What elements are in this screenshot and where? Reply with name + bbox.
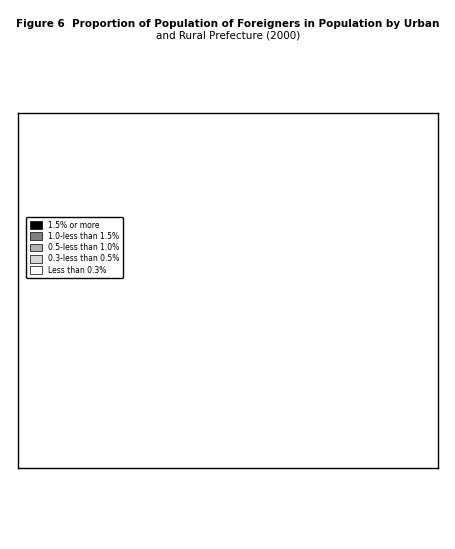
Text: and Rural Prefecture (2000): and Rural Prefecture (2000) (156, 30, 299, 40)
Text: Figure 6  Proportion of Population of Foreigners in Population by Urban: Figure 6 Proportion of Population of For… (16, 19, 439, 29)
Legend: 1.5% or more, 1.0-less than 1.5%, 0.5-less than 1.0%, 0.3-less than 0.5%, Less t: 1.5% or more, 1.0-less than 1.5%, 0.5-le… (26, 217, 122, 278)
